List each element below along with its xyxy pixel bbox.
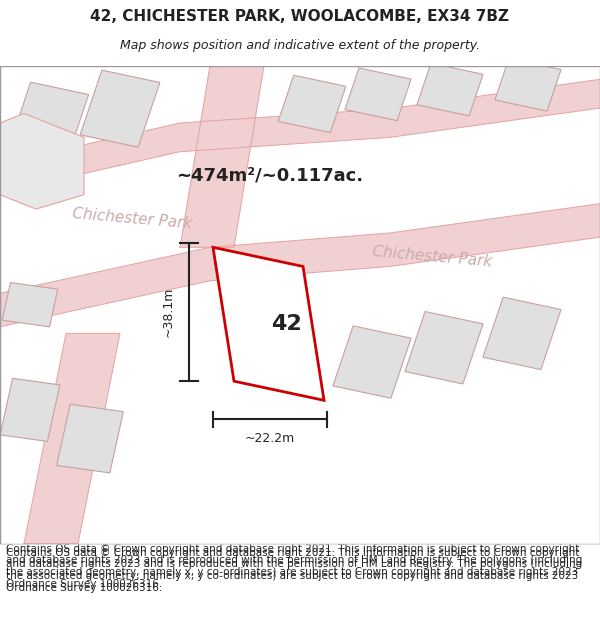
Polygon shape (56, 404, 124, 473)
Text: Contains OS data © Crown copyright and database right 2021. This information is : Contains OS data © Crown copyright and d… (6, 548, 582, 592)
Polygon shape (0, 378, 60, 441)
Text: ~22.2m: ~22.2m (245, 432, 295, 445)
Text: ~474m²/~0.117ac.: ~474m²/~0.117ac. (176, 167, 364, 184)
Text: 42: 42 (271, 314, 302, 334)
Text: 42, CHICHESTER PARK, WOOLACOMBE, EX34 7BZ: 42, CHICHESTER PARK, WOOLACOMBE, EX34 7B… (91, 9, 509, 24)
Polygon shape (2, 282, 58, 327)
Polygon shape (213, 248, 324, 400)
Text: Map shows position and indicative extent of the property.: Map shows position and indicative extent… (120, 39, 480, 52)
Polygon shape (180, 66, 264, 248)
Polygon shape (7, 82, 89, 164)
Text: Chichester Park: Chichester Park (371, 244, 493, 269)
Polygon shape (0, 199, 600, 333)
Polygon shape (417, 63, 483, 116)
Polygon shape (278, 75, 346, 132)
Polygon shape (0, 114, 84, 209)
Text: ~38.1m: ~38.1m (161, 287, 175, 337)
Polygon shape (80, 70, 160, 147)
Polygon shape (495, 58, 561, 111)
Text: Contains OS data © Crown copyright and database right 2021. This information is : Contains OS data © Crown copyright and d… (6, 544, 582, 589)
Polygon shape (333, 326, 411, 398)
Polygon shape (483, 297, 561, 369)
Polygon shape (0, 75, 600, 199)
Text: Chichester Park: Chichester Park (71, 206, 193, 231)
Polygon shape (345, 68, 411, 121)
Polygon shape (24, 333, 120, 544)
Polygon shape (405, 311, 483, 384)
